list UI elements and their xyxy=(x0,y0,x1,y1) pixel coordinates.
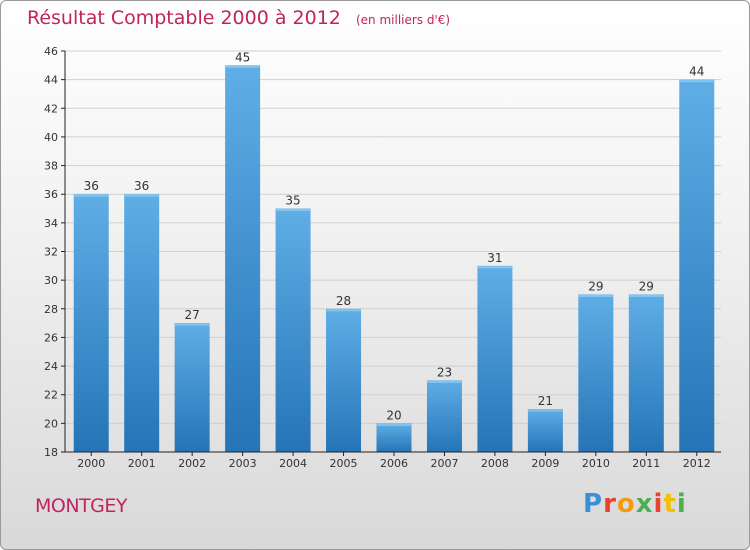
y-tick-label: 26 xyxy=(44,331,58,344)
bar xyxy=(679,79,715,453)
y-tick-label: 18 xyxy=(44,446,58,459)
y-tick-label: 44 xyxy=(44,74,58,87)
logo-letter: P xyxy=(583,489,604,519)
bar-highlight xyxy=(477,266,512,269)
title-main: Résultat Comptable 2000 à 2012 xyxy=(27,7,341,29)
bar xyxy=(326,308,362,452)
y-tick-label: 42 xyxy=(44,102,58,115)
x-tick-label: 2008 xyxy=(481,457,509,470)
y-tick-label: 22 xyxy=(44,389,58,402)
bar-highlight xyxy=(225,65,260,68)
bar xyxy=(426,380,462,452)
x-tick-label: 2003 xyxy=(229,457,257,470)
y-tick-label: 38 xyxy=(44,160,58,173)
data-label: 28 xyxy=(336,294,351,308)
bar xyxy=(376,423,412,452)
bar-highlight xyxy=(175,323,210,326)
bar-highlight xyxy=(276,209,311,212)
x-tick-label: 2006 xyxy=(380,457,408,470)
data-label: 36 xyxy=(134,179,149,193)
grid-lines xyxy=(65,50,721,424)
logo-letter: i xyxy=(676,489,687,519)
bar-highlight xyxy=(578,294,613,297)
x-tick-label: 2005 xyxy=(330,457,358,470)
x-tick-label: 2010 xyxy=(582,457,610,470)
x-tick-label: 2007 xyxy=(430,457,458,470)
y-tick-label: 34 xyxy=(44,217,58,230)
commune-name: MONTGEY xyxy=(35,495,128,517)
y-tick-label: 30 xyxy=(44,274,58,287)
title-subtitle: (en milliers d'€) xyxy=(355,13,451,27)
data-label: 44 xyxy=(689,65,704,79)
x-tick-label: 2004 xyxy=(279,457,307,470)
x-tick-label: 2009 xyxy=(531,457,559,470)
logo-letter: i xyxy=(653,489,664,519)
bar xyxy=(174,323,210,452)
x-tick-label: 2000 xyxy=(77,457,105,470)
y-tick-label: 32 xyxy=(44,246,58,259)
bar xyxy=(578,294,614,452)
labels: 18 20 22 24 26 28 30 32 34 36 38 40 42 44 46 36 2000 36 20… xyxy=(44,45,711,470)
y-tick-label: 40 xyxy=(44,131,58,144)
data-label: 27 xyxy=(185,308,200,322)
data-label: 31 xyxy=(487,251,502,265)
bar xyxy=(628,294,664,452)
data-label: 29 xyxy=(639,279,654,293)
bars xyxy=(73,65,715,453)
data-label: 23 xyxy=(437,365,452,379)
bar xyxy=(124,194,160,452)
data-label: 35 xyxy=(285,194,300,208)
y-tick-label: 20 xyxy=(44,417,58,430)
y-tick-label: 46 xyxy=(44,45,58,58)
chart-title: Résultat Comptable 2000 à 2012 (en milli… xyxy=(27,7,450,29)
y-tick-label: 24 xyxy=(44,360,58,373)
y-tick-label: 28 xyxy=(44,303,58,316)
x-tick-label: 2011 xyxy=(632,457,660,470)
bar-highlight xyxy=(124,194,159,197)
proxiti-logo: Proxiti xyxy=(583,489,687,519)
axes xyxy=(61,50,721,456)
bar-highlight xyxy=(528,409,563,412)
bar xyxy=(477,265,513,452)
bar xyxy=(275,208,311,452)
logo-letter: t xyxy=(663,489,677,519)
bar-highlight xyxy=(629,294,664,297)
x-tick-label: 2001 xyxy=(128,457,156,470)
bar-highlight xyxy=(74,194,109,197)
bar xyxy=(527,409,563,452)
bar-highlight xyxy=(326,309,361,312)
x-tick-label: 2002 xyxy=(178,457,206,470)
data-label: 45 xyxy=(235,50,250,64)
data-label: 29 xyxy=(588,279,603,293)
y-tick-label: 36 xyxy=(44,188,58,201)
logo-letter: o xyxy=(616,489,636,519)
logo-letter: x xyxy=(635,489,654,519)
bar xyxy=(73,194,109,452)
data-label: 36 xyxy=(84,179,99,193)
bar-highlight xyxy=(679,80,714,83)
bar-highlight xyxy=(427,380,462,383)
data-label: 21 xyxy=(538,394,553,408)
bar xyxy=(225,65,261,453)
logo-letter: r xyxy=(603,489,617,519)
x-tick-label: 2012 xyxy=(683,457,711,470)
bar-highlight xyxy=(377,423,411,426)
data-label: 20 xyxy=(386,408,401,422)
